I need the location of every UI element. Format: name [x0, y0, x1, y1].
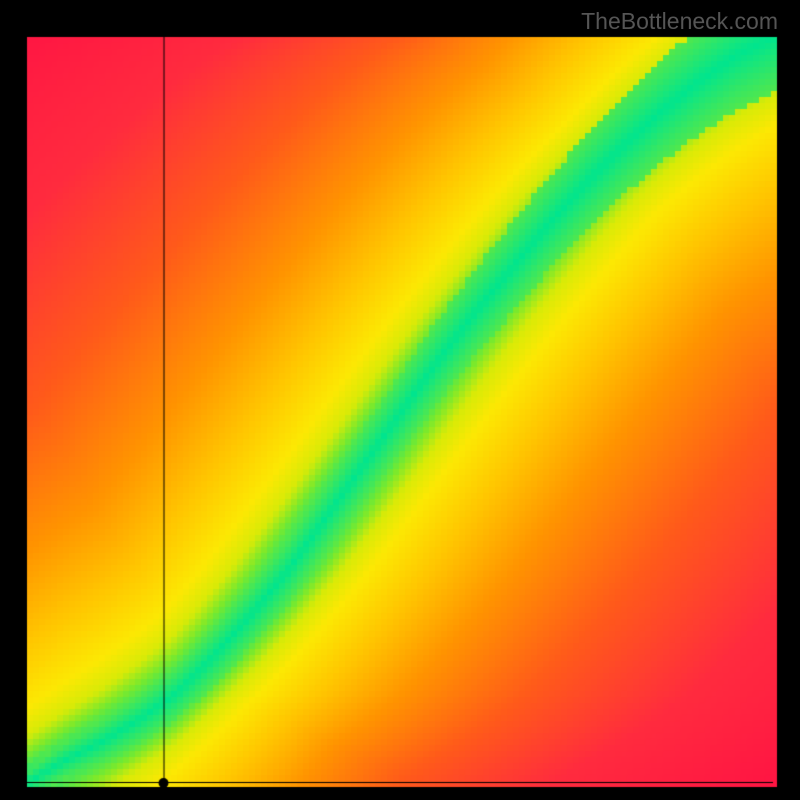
heatmap-canvas — [0, 0, 800, 800]
bottleneck-heatmap-chart: TheBottleneck.com — [0, 0, 800, 800]
